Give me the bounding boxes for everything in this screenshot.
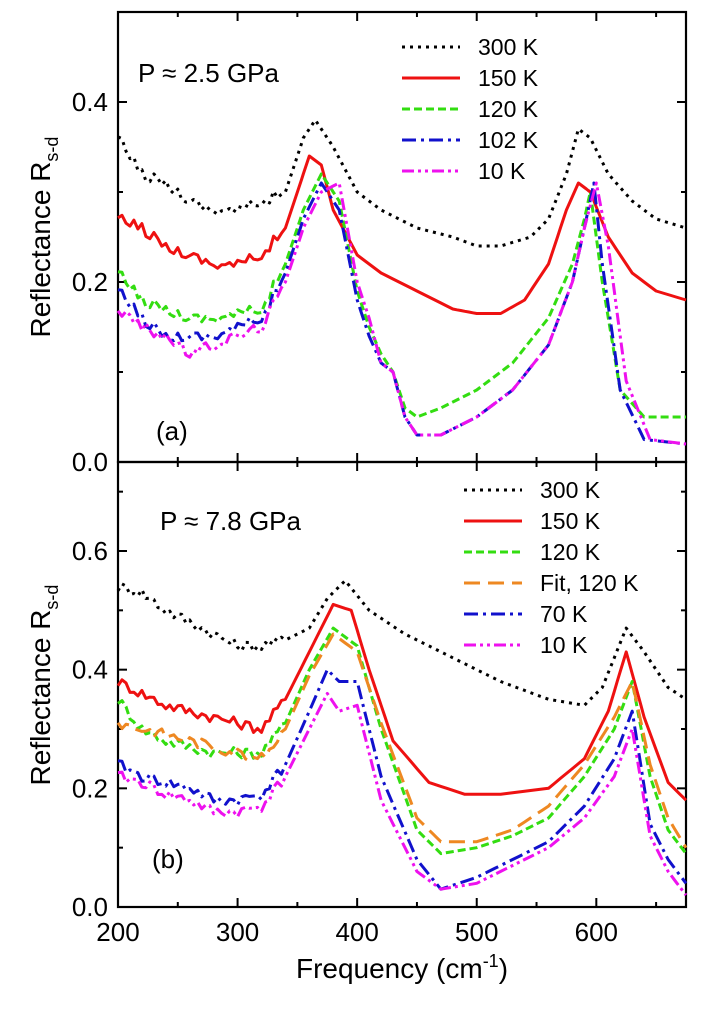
panel-b-legend-label: 70 K (540, 601, 588, 627)
panel-a-y-axis-title-main: Reflectance R (25, 162, 56, 338)
panel-b-legend-label: 150 K (540, 508, 601, 534)
panel-b-series-70-k (117, 668, 688, 891)
panel-a-series-10-k (116, 181, 687, 446)
panel-b-pressure-annotation: P ≈ 7.8 GPa (160, 506, 302, 536)
x-axis-title-sup: -1 (483, 951, 499, 971)
panel-b-series-150-k (116, 602, 688, 802)
panel-a-y-axis-title: Reflectance Rs-d (25, 137, 62, 338)
panel-a-series (116, 118, 687, 446)
panel-b-y-tick-label: 0.2 (72, 773, 108, 803)
panel-b-ticks: 200 300 400 500 600 0.0 0.2 0.4 0.6 (72, 462, 686, 947)
panel-b-legend-label: Fit, 120 K (540, 570, 639, 596)
panel-b-series-300-k (116, 579, 687, 707)
panel-a-y-tick-label: 0.2 (72, 267, 108, 297)
panel-a: 0.0 0.2 0.4 P ≈ 2.5 GPa (a) 300 K 150 K 120 … (25, 10, 688, 477)
x-axis-title: Frequency (cm-1) (296, 951, 508, 984)
panel-b-y-axis-title-main: Reflectance R (25, 610, 56, 786)
panel-a-y-tick-label: 0.0 (72, 447, 108, 477)
panel-a-series-150-k (117, 154, 687, 315)
panel-b-series-120-k (117, 626, 688, 856)
x-axis-title-end: ) (499, 953, 508, 984)
panel-a-series-102-k (117, 181, 687, 446)
panel-b-y-tick-label: 0.0 (72, 892, 108, 922)
panel-b-legend-label: 300 K (540, 477, 601, 503)
x-axis-title-main: Frequency (cm (296, 953, 483, 984)
x-tick-label: 300 (216, 917, 259, 947)
panel-a-pressure-annotation: P ≈ 2.5 GPa (138, 58, 280, 88)
x-tick-label: 200 (96, 917, 139, 947)
panel-b-label: (b) (152, 844, 184, 874)
panel-a-legend: 300 K 150 K 120 K 102 K 10 K (402, 34, 539, 184)
panel-b-series-fit-120-k (116, 632, 688, 849)
panel-a-legend-label: 150 K (478, 65, 539, 91)
panel-a-legend-label: 102 K (478, 127, 539, 153)
panel-a-series-120-k (117, 172, 686, 419)
panel-a-y-tick-label: 0.4 (72, 87, 108, 117)
panel-a-label: (a) (156, 416, 188, 446)
panel-b-legend-label: 10 K (540, 632, 588, 658)
panel-b-y-axis-title-sub: s-d (42, 585, 62, 610)
x-tick-label: 600 (575, 917, 618, 947)
panel-a-y-axis-title-sub: s-d (42, 137, 62, 162)
panel-b-y-axis-title: Reflectance Rs-d (25, 585, 62, 786)
panel-a-legend-label: 300 K (478, 34, 539, 60)
panel-b-legend: 300 K 150 K 120 K Fit, 120 K 70 K 10 K (464, 477, 639, 658)
panel-a-legend-label: 10 K (478, 158, 526, 184)
panel-a-legend-label: 120 K (478, 96, 539, 122)
panel-b-series (116, 579, 688, 897)
x-tick-label: 500 (455, 917, 498, 947)
panel-b-y-tick-label: 0.6 (72, 536, 108, 566)
panel-b-series-10-k (117, 691, 688, 897)
panel-a-series-300-k (117, 118, 687, 248)
x-tick-label: 400 (335, 917, 378, 947)
panel-b-legend-label: 120 K (540, 539, 601, 565)
panel-b-y-tick-label: 0.4 (72, 655, 108, 685)
